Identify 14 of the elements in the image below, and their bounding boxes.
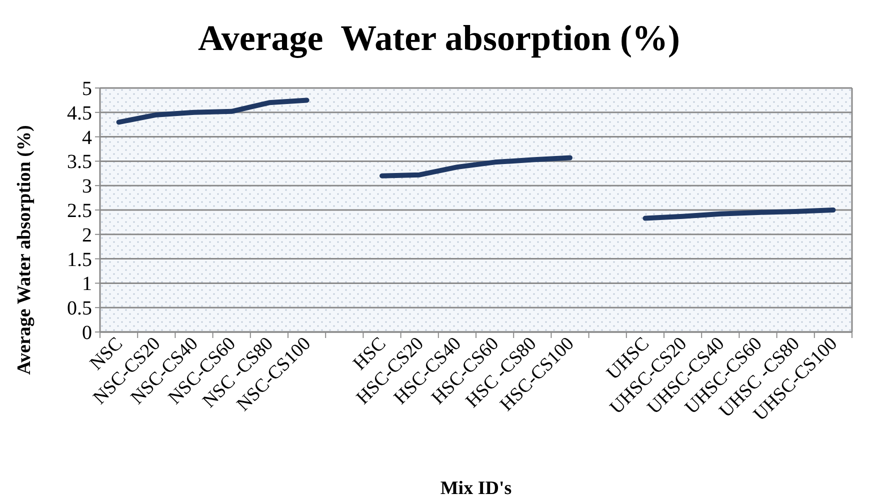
y-tick-label: 1	[82, 273, 92, 296]
y-tick-label: 1.5	[67, 248, 92, 271]
y-tick-label: 4	[82, 126, 92, 149]
y-tick-label: 4.5	[67, 102, 92, 124]
y-tick-label: 3	[82, 176, 92, 198]
chart-title: Average Water absorption (%)	[198, 18, 680, 58]
y-tick-label: 2.5	[67, 200, 92, 222]
y-tick-label: 0	[82, 322, 92, 344]
y-tick-label: 5	[82, 78, 92, 100]
y-axis-title: Average Water absorption (%)	[14, 125, 35, 375]
y-tick-label: 3.5	[67, 151, 92, 174]
y-tick-label: 2	[82, 224, 92, 246]
y-tick-label: 0.5	[67, 298, 92, 320]
x-axis-title: Mix ID's	[440, 478, 512, 499]
